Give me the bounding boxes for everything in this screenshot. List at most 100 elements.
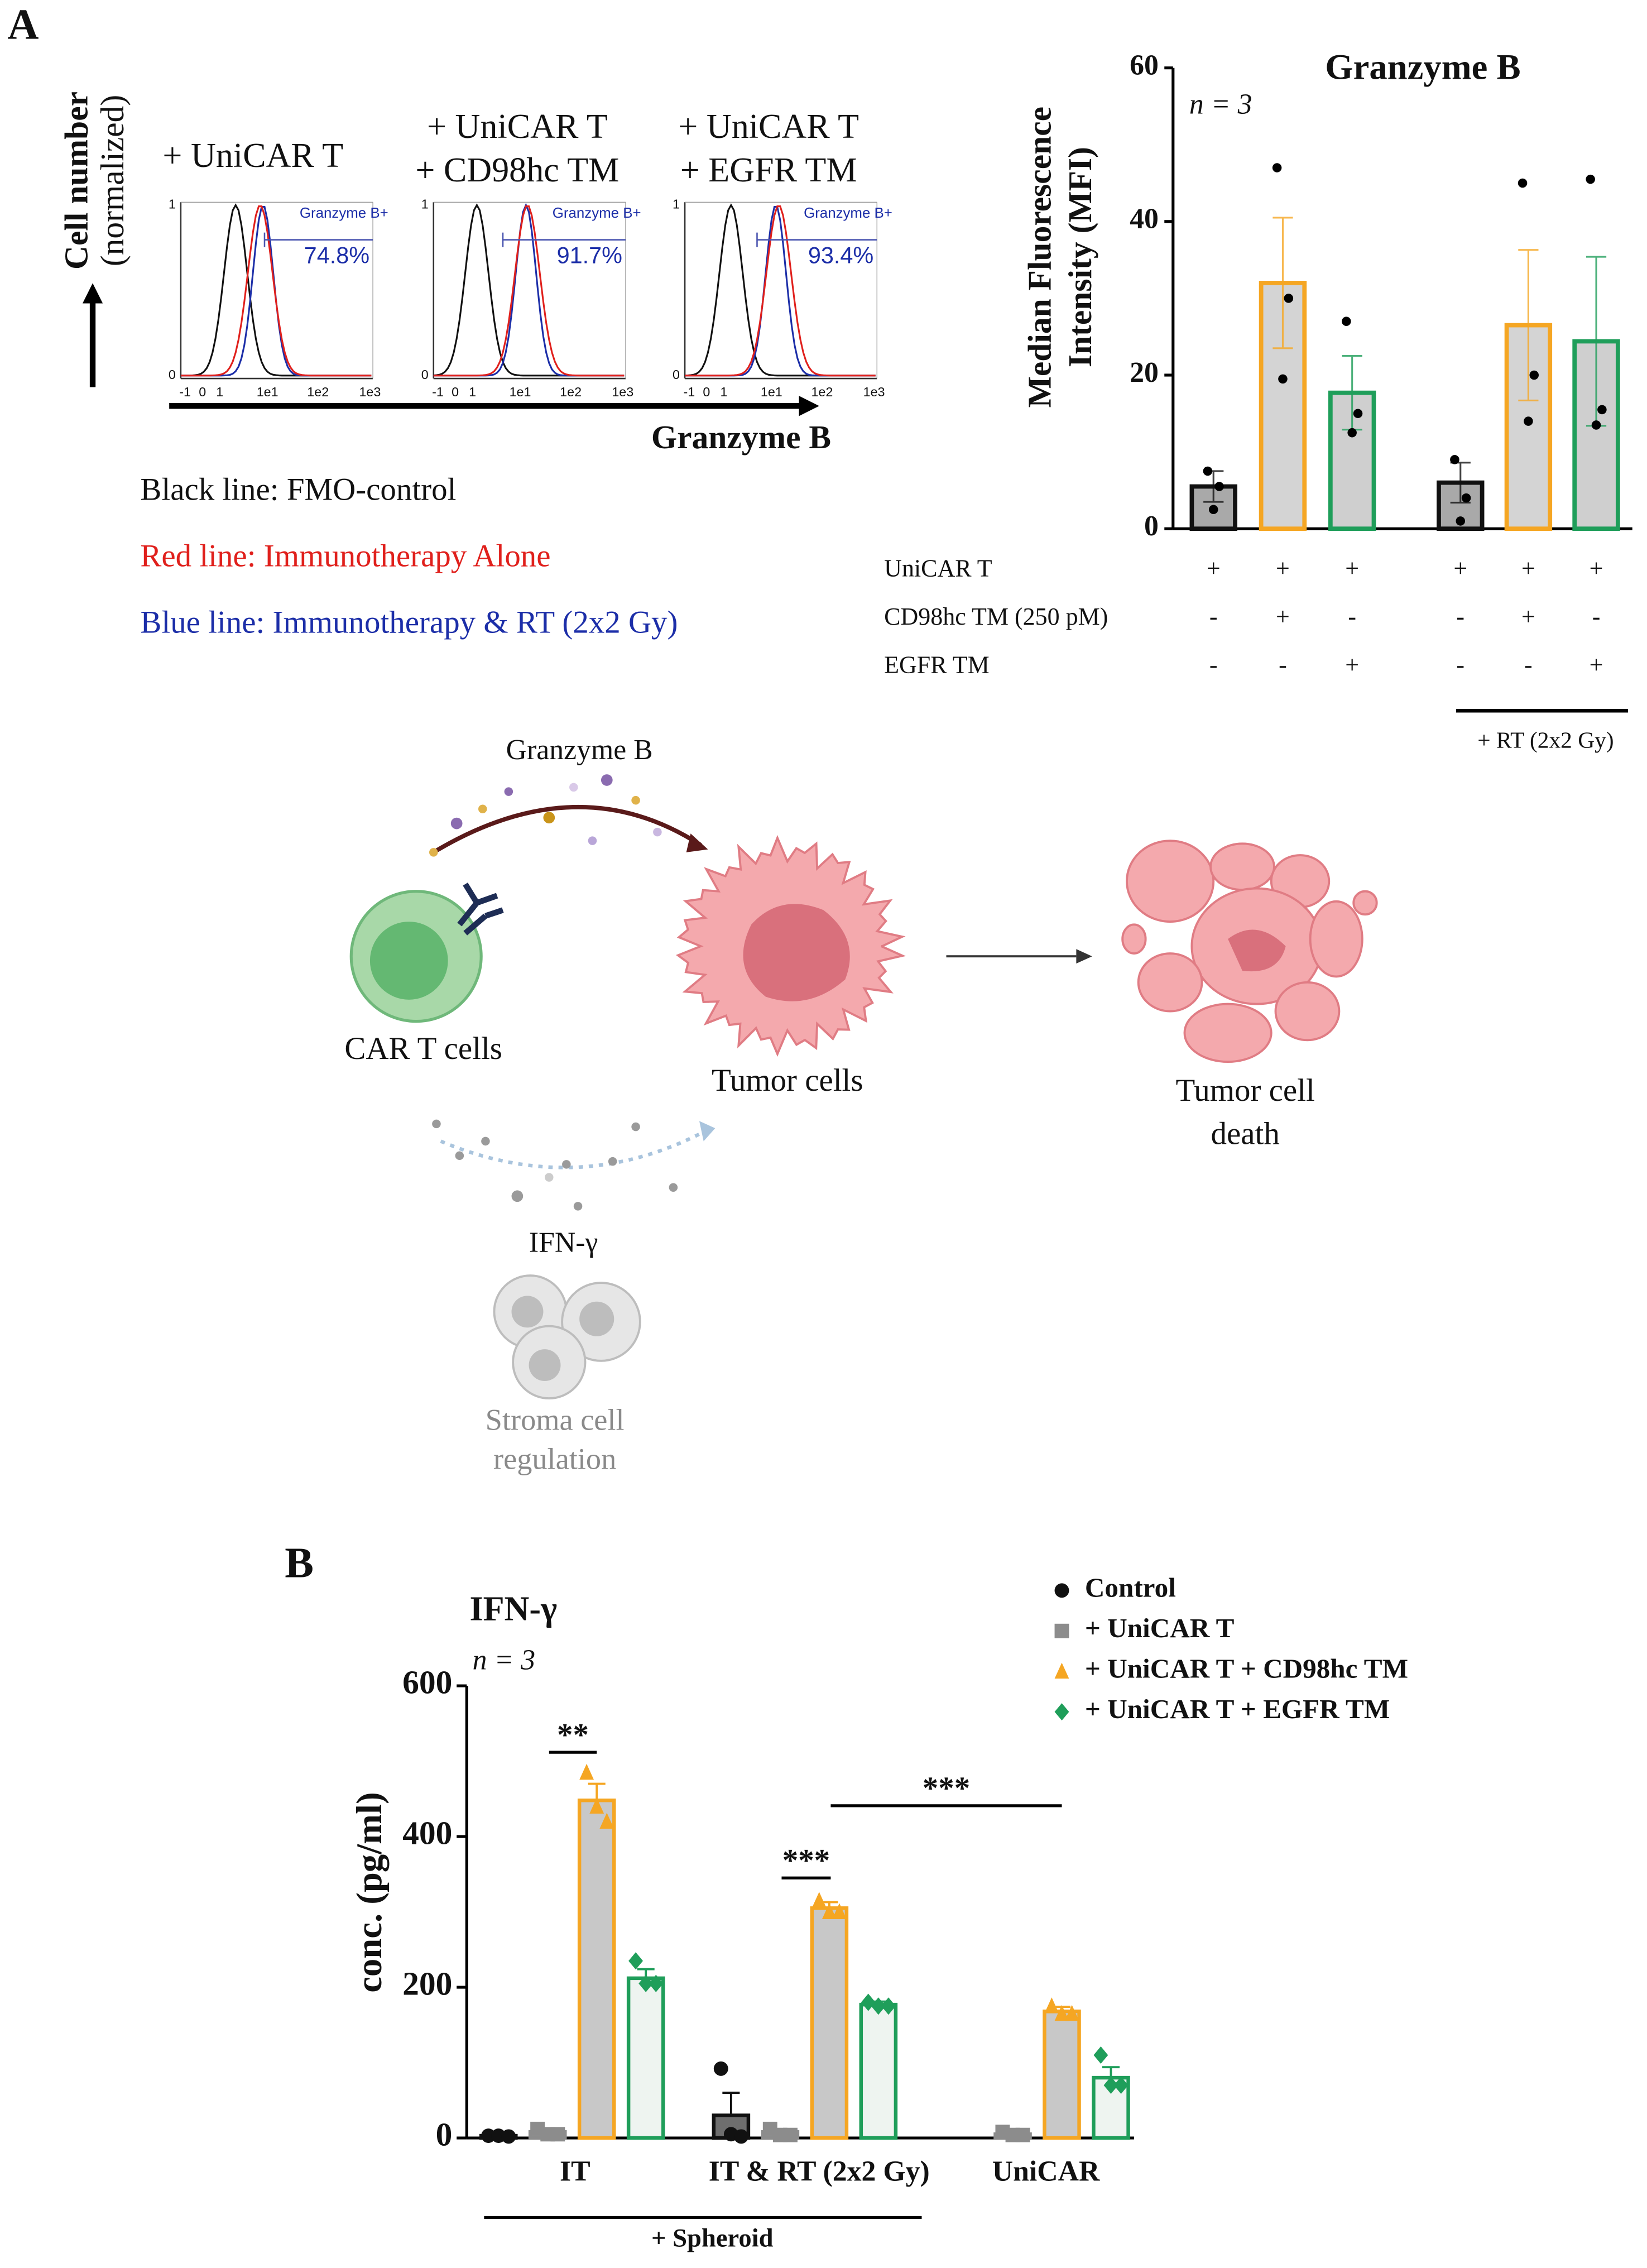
condition-mark: + bbox=[1590, 554, 1603, 582]
histogram-curve bbox=[180, 205, 372, 377]
x-tick-label: 0 bbox=[452, 385, 459, 399]
arrow-head bbox=[1076, 949, 1092, 964]
annotation: n = 3 bbox=[473, 1644, 536, 1676]
diagram-label: Stroma cell bbox=[486, 1403, 625, 1437]
data-point bbox=[481, 2128, 496, 2143]
condition-mark: + bbox=[1521, 603, 1535, 630]
data-point bbox=[1064, 2005, 1079, 2021]
data-point bbox=[1044, 1997, 1059, 2013]
y-axis-label: (normalized) bbox=[94, 95, 131, 266]
data-point bbox=[579, 1763, 594, 1780]
bar bbox=[577, 1799, 616, 2140]
data-point bbox=[501, 2129, 516, 2144]
x-tick-label: 1 bbox=[720, 385, 727, 399]
diagram-label: regulation bbox=[493, 1442, 616, 1475]
x-tick-label: 0 bbox=[199, 385, 206, 399]
data-point bbox=[1456, 516, 1466, 526]
gate-label: Granzyme B+ bbox=[300, 205, 388, 221]
x-tick-label: 1e3 bbox=[863, 385, 885, 399]
histogram-curve bbox=[433, 203, 625, 377]
legend-entry: Black line: FMO-control bbox=[140, 472, 456, 507]
condition-mark: + bbox=[1276, 603, 1290, 630]
diagram-label: Tumor cell bbox=[1176, 1073, 1315, 1108]
ifn-arrow bbox=[440, 1128, 709, 1169]
x-tick-label: 1e1 bbox=[761, 385, 782, 399]
x-tick-label: IT bbox=[560, 2156, 590, 2188]
t-cell-nucleus bbox=[369, 922, 448, 1000]
significance-label: *** bbox=[782, 1843, 830, 1878]
gate-percent: 91.7% bbox=[557, 243, 622, 268]
y-tick-label: 40 bbox=[1130, 203, 1159, 235]
x-tick-label: 1e2 bbox=[811, 385, 833, 399]
data-point bbox=[1203, 466, 1213, 476]
x-tick-label: 0 bbox=[703, 385, 710, 399]
data-point bbox=[871, 1997, 886, 2015]
data-point bbox=[812, 1892, 827, 1908]
data-point bbox=[1586, 174, 1595, 184]
x-tick-label: 1e3 bbox=[359, 385, 381, 399]
histogram-curve bbox=[180, 206, 372, 377]
diagram-label: CAR T cells bbox=[344, 1031, 502, 1066]
data-point bbox=[1353, 409, 1363, 419]
y-tick-label: 60 bbox=[1130, 50, 1159, 81]
condition-mark: - bbox=[1456, 603, 1464, 630]
gate-label: Granzyme B+ bbox=[553, 205, 641, 221]
data-point bbox=[1450, 455, 1459, 464]
granzyme-arrow bbox=[432, 805, 702, 855]
condition-label: UniCAR T bbox=[884, 554, 992, 582]
data-point bbox=[628, 1952, 644, 1970]
plot-title: + UniCAR T bbox=[427, 108, 608, 146]
data-point bbox=[1272, 163, 1282, 172]
y-tick-label: 1 bbox=[169, 197, 176, 212]
condition-mark: - bbox=[1456, 651, 1464, 679]
significance-label: ** bbox=[557, 1717, 589, 1752]
y-tick-label: 20 bbox=[1130, 357, 1159, 389]
x-tick-label: -1 bbox=[683, 385, 695, 399]
data-point bbox=[1278, 374, 1288, 384]
diagram bbox=[349, 774, 1378, 1400]
condition-mark: + bbox=[1453, 554, 1467, 582]
data-point bbox=[822, 1903, 837, 1920]
plot-title: + CD98hc TM bbox=[415, 151, 619, 189]
histogram-curve bbox=[685, 205, 876, 377]
bar bbox=[626, 1976, 665, 2140]
annotation: n = 3 bbox=[1189, 88, 1252, 120]
condition-mark: - bbox=[1209, 651, 1218, 679]
condition-mark: - bbox=[1348, 603, 1356, 630]
data-point bbox=[1103, 2077, 1118, 2094]
y-tick-label: 1 bbox=[673, 197, 680, 212]
legend-marker bbox=[1054, 1623, 1069, 1638]
condition-mark: + bbox=[1345, 554, 1359, 582]
diagram-label: IFN-γ bbox=[529, 1227, 598, 1259]
stroma-cells bbox=[493, 1274, 641, 1400]
x-tick-label: 1 bbox=[216, 385, 223, 399]
data-point bbox=[1015, 2127, 1030, 2142]
data-point bbox=[832, 1903, 847, 1920]
diagram-label: Tumor cells bbox=[712, 1063, 863, 1098]
data-point bbox=[1054, 2005, 1069, 2021]
y-tick-label: 600 bbox=[402, 1664, 452, 1701]
condition-mark: + bbox=[1345, 651, 1359, 679]
condition-mark: - bbox=[1209, 603, 1218, 630]
error-bar bbox=[1273, 217, 1293, 349]
legend-entry: Control bbox=[1085, 1572, 1176, 1603]
legend-marker bbox=[1054, 1583, 1069, 1598]
gate-label: Granzyme B+ bbox=[804, 205, 892, 221]
data-point bbox=[550, 2127, 565, 2142]
condition-mark: + bbox=[1276, 554, 1290, 582]
y-tick-label: 200 bbox=[402, 1965, 452, 2002]
data-point bbox=[1113, 2077, 1129, 2094]
y-tick-label: 0 bbox=[673, 367, 680, 382]
data-point bbox=[649, 1974, 664, 1992]
data-point bbox=[1093, 2046, 1108, 2064]
condition-mark: - bbox=[1524, 651, 1533, 679]
error-bar bbox=[588, 1782, 606, 1801]
data-point bbox=[1597, 405, 1607, 415]
data-point bbox=[734, 2129, 748, 2144]
data-point bbox=[599, 1813, 614, 1829]
x-tick-label: UniCAR bbox=[992, 2156, 1100, 2188]
error-bar bbox=[1518, 249, 1539, 401]
data-point bbox=[1529, 370, 1539, 380]
x-tick-label: 1e2 bbox=[560, 385, 582, 399]
plot-title: + UniCAR T bbox=[162, 137, 343, 175]
